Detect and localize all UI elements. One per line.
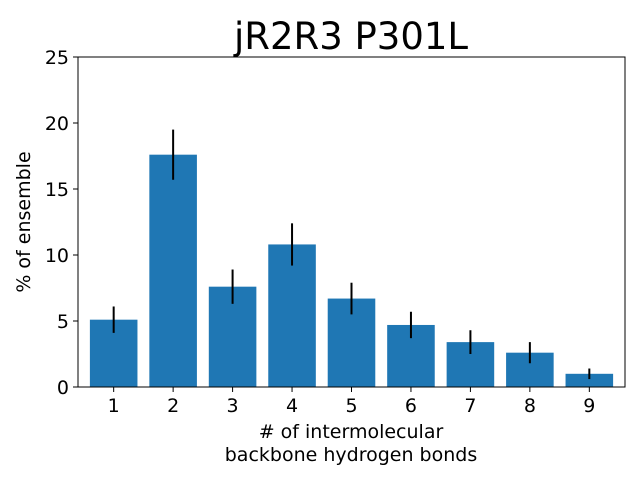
x-axis: 1 2 3 4 5 6 7 8 9 [108,387,595,417]
x-axis-label-line-2: backbone hydrogen bonds [225,444,478,466]
y-tick-label-10: 10 [45,245,69,267]
x-tick-label-9: 9 [583,395,595,417]
y-tick-label-25: 25 [45,47,69,69]
error-bars-layer [112,129,591,380]
chart-title: jR2R3 P301L [233,15,468,58]
y-axis: 0 5 10 15 20 25 [45,47,78,399]
x-tick-label-2: 2 [167,395,179,417]
y-tick-label-5: 5 [57,311,69,333]
x-tick-label-1: 1 [108,395,120,417]
x-tick-label-8: 8 [524,395,536,417]
y-tick-label-0: 0 [57,377,69,399]
x-tick-label-6: 6 [405,395,417,417]
y-tick-label-20: 20 [45,113,69,135]
x-tick-label-4: 4 [286,395,298,417]
bar-9 [565,373,614,387]
x-axis-label-line-1: # of intermolecular [259,421,444,443]
x-tick-label-5: 5 [345,395,357,417]
x-tick-label-7: 7 [464,395,476,417]
y-tick-label-15: 15 [45,179,69,201]
bar-2 [149,154,197,387]
bar-4 [268,244,316,387]
bars-layer [89,154,614,387]
y-axis-label: % of ensemble [13,151,35,292]
x-tick-label-3: 3 [227,395,239,417]
